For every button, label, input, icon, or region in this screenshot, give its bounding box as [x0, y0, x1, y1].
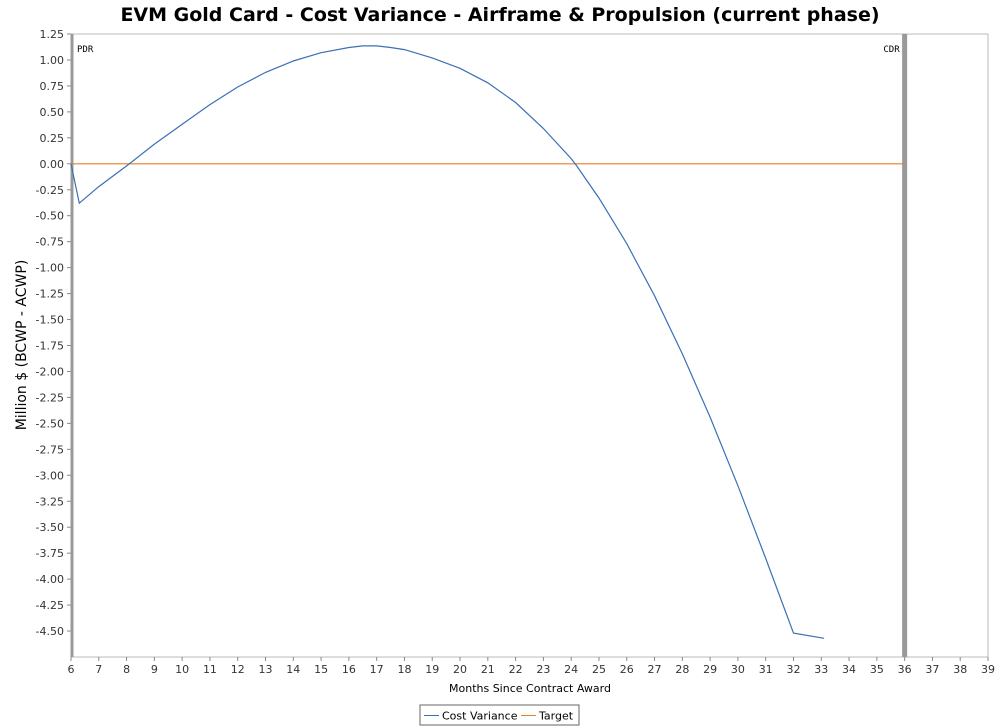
x-tick-label: 32	[786, 663, 800, 676]
x-tick-label: 8	[123, 663, 130, 676]
series-line-cost-variance	[70, 45, 825, 639]
y-tick-label: -1.75	[36, 340, 64, 353]
y-tick-label: -4.50	[36, 625, 64, 638]
x-tick-label: 16	[342, 663, 356, 676]
x-tick-label: 12	[231, 663, 245, 676]
y-tick-label: -0.50	[36, 210, 64, 223]
y-tick-label: -0.75	[36, 236, 64, 249]
x-tick-label: 36	[898, 663, 912, 676]
y-tick-label: 1.00	[40, 54, 65, 67]
plot-area	[70, 33, 989, 658]
x-axis: 6 7 8 9 10 11 12 13 14 15 16 17 18 19 20 21 22 23 24 25 26 27…	[68, 657, 995, 676]
x-tick-label: 21	[481, 663, 495, 676]
y-axis-label: Million $ (BCWP - ACWP)	[14, 260, 30, 431]
x-tick-label: 35	[870, 663, 884, 676]
y-tick-label: 0.75	[40, 80, 65, 93]
y-tick-label: 1.25	[40, 28, 65, 41]
x-tick-label: 28	[675, 663, 689, 676]
y-tick-label: -4.25	[36, 599, 64, 612]
x-tick-label: 18	[397, 663, 411, 676]
x-tick-label: 6	[68, 663, 75, 676]
y-tick-label: -2.75	[36, 443, 64, 456]
x-tick-label: 31	[759, 663, 773, 676]
x-tick-label: 15	[314, 663, 328, 676]
chart-title: EVM Gold Card - Cost Variance - Airframe…	[120, 4, 879, 26]
y-tick-label: -0.25	[36, 184, 64, 197]
y-axis: 1.25 1.00 0.75 0.50 0.25 0.00 -0.25 -0.50 -0.75 -…	[36, 28, 71, 638]
x-tick-label: 7	[95, 663, 102, 676]
x-axis-label: Months Since Contract Award	[449, 682, 611, 695]
y-tick-label: 0.00	[40, 158, 65, 171]
x-tick-label: 11	[203, 663, 217, 676]
marker-label-pdr: PDR	[77, 45, 94, 55]
y-tick-label: -2.25	[36, 391, 64, 404]
x-tick-label: 17	[370, 663, 384, 676]
x-tick-label: 22	[509, 663, 523, 676]
milestone-markers: PDR CDR	[70, 34, 908, 657]
y-tick-label: 0.25	[40, 132, 65, 145]
x-tick-label: 14	[286, 663, 300, 676]
marker-label-cdr: CDR	[883, 45, 900, 55]
x-tick-label: 29	[703, 663, 717, 676]
series-group	[70, 45, 905, 639]
legend-label-target: Target	[538, 710, 574, 723]
x-tick-label: 30	[731, 663, 745, 676]
x-tick-label: 34	[842, 663, 856, 676]
x-tick-label: 24	[564, 663, 578, 676]
y-tick-label: -2.50	[36, 417, 64, 430]
legend: Cost Variance Target	[419, 704, 580, 726]
x-tick-label: 9	[151, 663, 158, 676]
x-tick-label: 25	[592, 663, 606, 676]
x-tick-label: 38	[953, 663, 967, 676]
x-tick-label: 19	[425, 663, 439, 676]
y-tick-label: -3.50	[36, 521, 64, 534]
x-tick-label: 23	[536, 663, 550, 676]
y-tick-label: -1.00	[36, 262, 64, 275]
x-tick-label: 26	[620, 663, 634, 676]
x-tick-label: 37	[925, 663, 939, 676]
y-tick-label: -4.00	[36, 573, 64, 586]
y-tick-label: -2.00	[36, 365, 64, 378]
y-tick-label: 0.50	[40, 106, 65, 119]
x-tick-label: 27	[648, 663, 662, 676]
x-tick-label: 33	[814, 663, 828, 676]
legend-label-cost-variance: Cost Variance	[442, 710, 518, 723]
y-tick-label: -3.75	[36, 547, 64, 560]
y-tick-label: -1.25	[36, 288, 64, 301]
y-tick-label: -1.50	[36, 314, 64, 327]
x-tick-label: 13	[259, 663, 273, 676]
legend-box	[419, 704, 580, 726]
y-tick-label: -3.00	[36, 469, 64, 482]
x-tick-label: 10	[175, 663, 189, 676]
y-tick-label: -3.25	[36, 495, 64, 508]
x-tick-label: 20	[453, 663, 467, 676]
x-tick-label: 39	[981, 663, 995, 676]
